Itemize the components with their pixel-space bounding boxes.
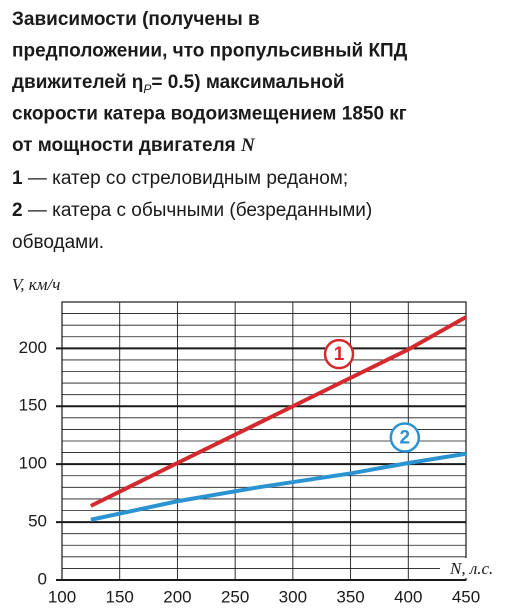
title-line: от мощности двигателя N: [12, 135, 256, 156]
y-tick-label: 100: [19, 454, 47, 473]
title-part: N: [240, 135, 256, 156]
series-label-circle: [389, 422, 421, 453]
title-part: движителей η: [12, 72, 143, 93]
y-tick-label: 200: [19, 338, 47, 357]
title-line: Зависимости (получены в: [12, 9, 260, 30]
note-part: — катера с обычными (безреданными): [23, 200, 373, 221]
x-tick-label: 450: [452, 587, 480, 606]
title-part: P: [143, 82, 151, 96]
note-part: — катер со стреловидным реданом;: [23, 168, 349, 189]
x-axis-label: N, л.с.: [449, 559, 493, 578]
note-part: 2: [12, 200, 23, 221]
x-label-bg: [440, 558, 500, 578]
x-tick-label: 150: [106, 587, 134, 606]
title-part: = 0.5) максимальной: [151, 72, 344, 93]
title-part: скорости катера водоизмещением 1850 кг: [12, 104, 407, 125]
series-label: 1: [334, 344, 345, 365]
series-line: [89, 315, 467, 508]
note-line: 1 — катер со стреловидным реданом;: [12, 168, 348, 189]
series-label: 2: [400, 428, 411, 449]
note-line: 2 — катера с обычными (безреданными): [12, 200, 372, 221]
note-part: обводами.: [12, 232, 104, 253]
title-line: скорости катера водоизмещением 1850 кг: [12, 104, 407, 125]
x-tick-label: 100: [48, 587, 76, 606]
series-label-circle: [323, 338, 355, 370]
x-tick-label: 200: [163, 587, 191, 606]
x-tick-label: 300: [279, 587, 307, 606]
title-part: от мощности двигателя: [12, 135, 241, 156]
x-tick-label: 350: [336, 587, 364, 606]
note-line: обводами.: [12, 232, 104, 253]
y-tick-label: 150: [19, 396, 47, 415]
title-line: движителей ηP= 0.5) максимальной: [12, 72, 345, 96]
note-part: 1: [12, 168, 23, 189]
x-tick-label: 400: [394, 587, 422, 606]
series-line: [90, 451, 467, 522]
title-part: предположении, что пропульсивный КПД: [12, 41, 408, 62]
x-tick-label: 250: [221, 587, 249, 606]
y-axis-label: V, км/ч: [12, 275, 60, 294]
y-tick-label: 50: [28, 512, 47, 531]
title-part: Зависимости (получены в: [12, 9, 260, 30]
y-tick-label: 0: [38, 569, 47, 588]
title-line: предположении, что пропульсивный КПД: [12, 41, 408, 62]
